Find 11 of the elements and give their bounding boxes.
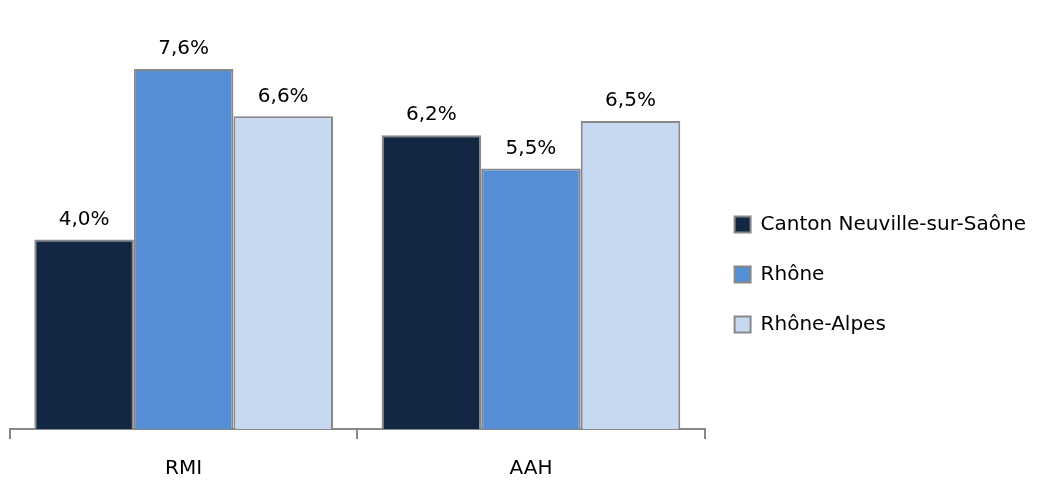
x-tick-label: RMI — [165, 455, 203, 480]
data-label: 6,2% — [405, 101, 457, 126]
x-tick-label: AAH — [509, 455, 553, 480]
legend-label: Canton Neuville-sur-Saône — [760, 210, 1027, 235]
legend-label: Rhône-Alpes — [760, 310, 886, 335]
legend-label: Rhône — [760, 260, 825, 285]
data-label: 6,5% — [605, 87, 656, 112]
data-label: 4,0% — [58, 205, 110, 230]
data-label: 6,6% — [257, 82, 309, 107]
data-label: 7,6% — [158, 35, 210, 60]
data-label: 5,5% — [505, 134, 557, 159]
